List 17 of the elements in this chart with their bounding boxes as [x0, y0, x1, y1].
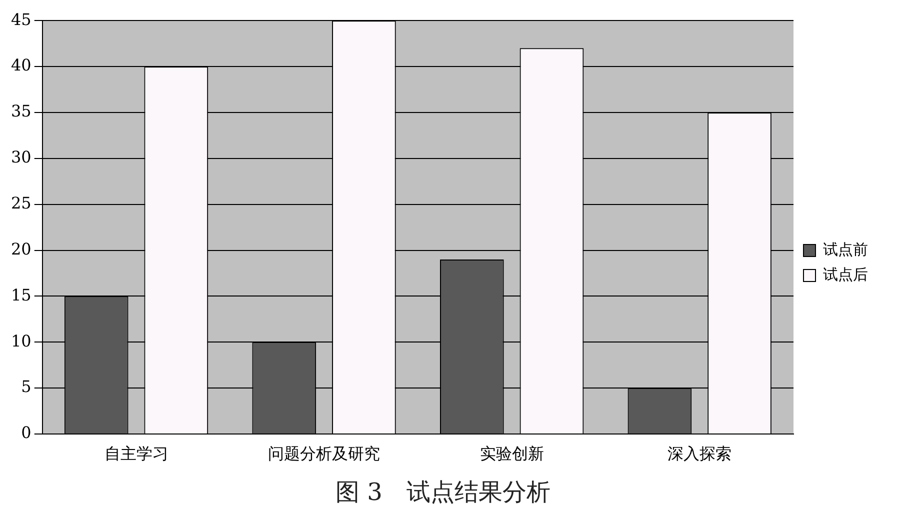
x-tick-label: 问题分析及研究	[268, 444, 380, 463]
text: 图 3 试点结果分析	[336, 478, 550, 506]
y-tick-label: 30	[11, 148, 32, 167]
y-tick-label: 0	[21, 423, 32, 442]
legend-label: 试点后	[823, 265, 868, 284]
y-tick-label: 45	[11, 10, 32, 29]
y-tick-label: 20	[11, 239, 32, 258]
legend-label: 试点前	[823, 240, 868, 258]
y-tick-label: 15	[11, 285, 32, 304]
y-tick-label: 5	[21, 377, 32, 396]
x-tick-label: 实验创新	[480, 444, 544, 463]
y-tick-label: 35	[11, 102, 32, 121]
x-tick-label: 自主学习	[104, 444, 168, 463]
y-tick-label: 10	[11, 331, 32, 350]
y-tick-label: 25	[11, 193, 32, 212]
y-tick-label: 40	[11, 56, 32, 75]
x-tick-label: 深入探索	[668, 444, 732, 463]
